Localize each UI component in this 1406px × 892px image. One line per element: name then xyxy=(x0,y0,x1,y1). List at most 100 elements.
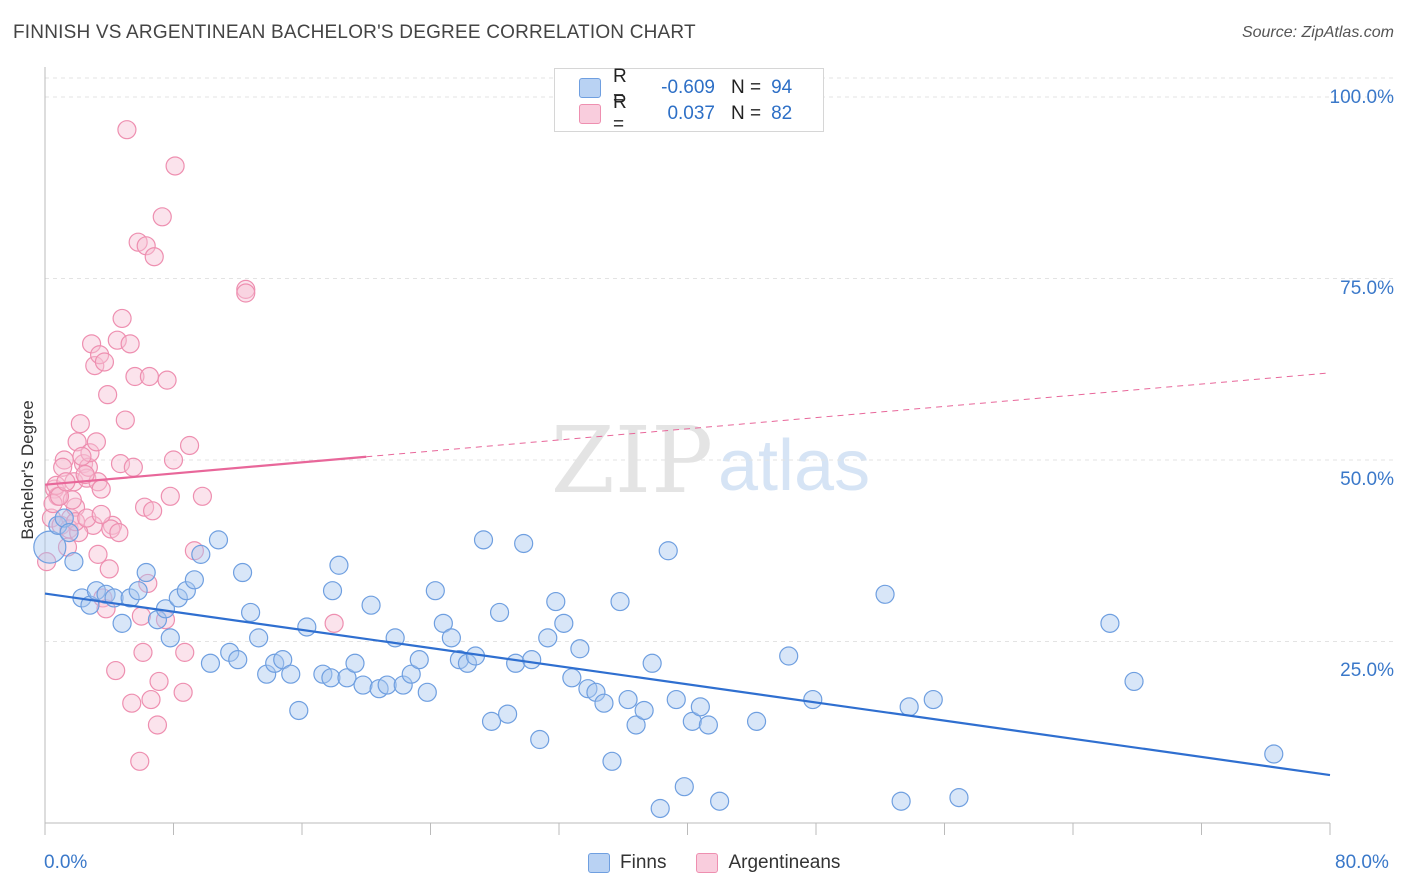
argentineans-point-24 xyxy=(94,352,115,372)
argentineans-point-27 xyxy=(99,559,119,579)
argentineans-point-64 xyxy=(236,283,256,303)
argentineans-point-37 xyxy=(123,457,143,477)
finns-point-58 xyxy=(498,704,518,724)
argentineans-point-40 xyxy=(130,751,150,771)
argentineans-point-19 xyxy=(86,432,107,452)
y-tick-label-25: 25.0% xyxy=(1340,660,1394,681)
finns-point-46 xyxy=(401,664,421,684)
argentineans-point-32 xyxy=(112,308,132,329)
finns-point-31 xyxy=(281,664,301,684)
argentineans-point-71 xyxy=(69,522,89,543)
finns-point-95 xyxy=(1264,744,1284,764)
finns-point-2 xyxy=(54,508,74,528)
finns-point-22 xyxy=(208,530,229,550)
watermark-atlas: atlas xyxy=(718,426,870,506)
argentineans-point-56 xyxy=(163,450,184,470)
argentineans-point-18 xyxy=(85,356,105,376)
finns-point-59 xyxy=(506,653,526,673)
finns-point-61 xyxy=(522,650,542,670)
argentineans-point-57 xyxy=(165,156,185,176)
argentineans-point-70 xyxy=(62,490,82,510)
finns-point-79 xyxy=(666,689,686,710)
finns-point-49 xyxy=(425,581,445,601)
finns-point-24 xyxy=(228,650,248,670)
finns-point-1 xyxy=(48,515,68,535)
finns-point-72 xyxy=(610,591,630,612)
finns-n-value: 94 xyxy=(771,77,793,98)
finns-point-56 xyxy=(481,711,502,731)
finns-point-16 xyxy=(160,628,180,648)
finns-point-81 xyxy=(682,711,702,731)
finns-point-43 xyxy=(377,675,397,695)
argentineans-point-74 xyxy=(88,544,108,564)
finns-point-75 xyxy=(634,700,654,721)
x-tick-label-max: 80.0% xyxy=(1335,852,1389,873)
finns-point-63 xyxy=(538,628,558,648)
finns-r-label: R = xyxy=(613,66,627,109)
finns-point-17 xyxy=(168,588,188,608)
finns-point-87 xyxy=(803,689,823,710)
finns-point-20 xyxy=(191,544,211,564)
argentineans-point-52 xyxy=(152,207,172,227)
finns-point-11 xyxy=(120,588,140,608)
argentineans-point-76 xyxy=(109,522,129,543)
finns-point-4 xyxy=(64,552,84,572)
legend-row-argentineans: R = 0.037 N = 82 xyxy=(579,92,792,135)
finns-point-7 xyxy=(86,581,107,601)
finns-point-28 xyxy=(257,664,277,684)
argentineans-point-35 xyxy=(120,334,140,354)
argentineans-legend-label: Argentineans xyxy=(728,852,841,873)
finns-point-65 xyxy=(554,613,574,633)
argentineans-point-66 xyxy=(43,493,63,514)
argentineans-point-16 xyxy=(81,334,102,354)
finns-legend-swatch xyxy=(588,853,610,873)
finns-point-36 xyxy=(322,581,343,601)
legend-row-finns: R = -0.609 N = 94 xyxy=(579,66,793,109)
argentineans-point-62 xyxy=(192,486,213,506)
finns-point-66 xyxy=(562,668,582,688)
argentineans-point-34 xyxy=(117,120,137,140)
argentineans-trend-line-dashed xyxy=(366,372,1331,458)
finns-point-94 xyxy=(1124,671,1144,692)
trend-lines xyxy=(44,372,1331,777)
stats-legend: R = -0.609 N = 94 R = 0.037 N = 82 xyxy=(554,66,824,135)
finns-point-35 xyxy=(321,668,341,688)
finns-point-78 xyxy=(658,541,678,561)
x-tick-label-min: 0.0% xyxy=(44,852,88,873)
argentineans-point-38 xyxy=(125,366,145,387)
finns-point-38 xyxy=(337,668,357,688)
argentineans-point-49 xyxy=(144,247,164,267)
finns-point-77 xyxy=(650,798,670,819)
argentineans-point-44 xyxy=(136,236,156,256)
argentineans-point-48 xyxy=(143,501,163,521)
finns-point-84 xyxy=(710,791,730,811)
argentineans-point-60 xyxy=(179,435,200,456)
finns-point-13 xyxy=(136,562,156,583)
finns-point-14 xyxy=(147,610,168,630)
finns-point-0 xyxy=(33,530,67,564)
finns-point-50 xyxy=(433,613,453,633)
argentineans-point-80 xyxy=(77,508,97,528)
y-tick-label-50: 50.0% xyxy=(1340,469,1394,490)
argentineans-point-46 xyxy=(139,366,160,387)
finns-point-73 xyxy=(618,689,638,710)
finns-point-32 xyxy=(289,700,309,721)
finns-point-93 xyxy=(1100,613,1120,633)
finns-point-76 xyxy=(642,653,662,673)
argentineans-point-33 xyxy=(115,410,135,430)
finns-point-12 xyxy=(128,581,148,601)
chart-title: FINNISH VS ARGENTINEAN BACHELOR'S DEGREE… xyxy=(13,22,696,43)
argentineans-point-61 xyxy=(184,541,204,561)
argentineans-swatch xyxy=(579,104,601,124)
finns-point-91 xyxy=(923,689,943,710)
argentineans-point-73 xyxy=(72,446,92,466)
finns-point-10 xyxy=(112,613,132,633)
argentineans-trend-line-solid xyxy=(44,455,367,486)
argentineans-point-68 xyxy=(53,457,73,477)
argentineans-point-22 xyxy=(91,479,111,499)
source-label: Source: ZipAtlas.com xyxy=(1241,24,1394,41)
argentineans-point-59 xyxy=(175,642,195,662)
finns-point-90 xyxy=(899,697,919,717)
finns-swatch xyxy=(579,78,601,98)
